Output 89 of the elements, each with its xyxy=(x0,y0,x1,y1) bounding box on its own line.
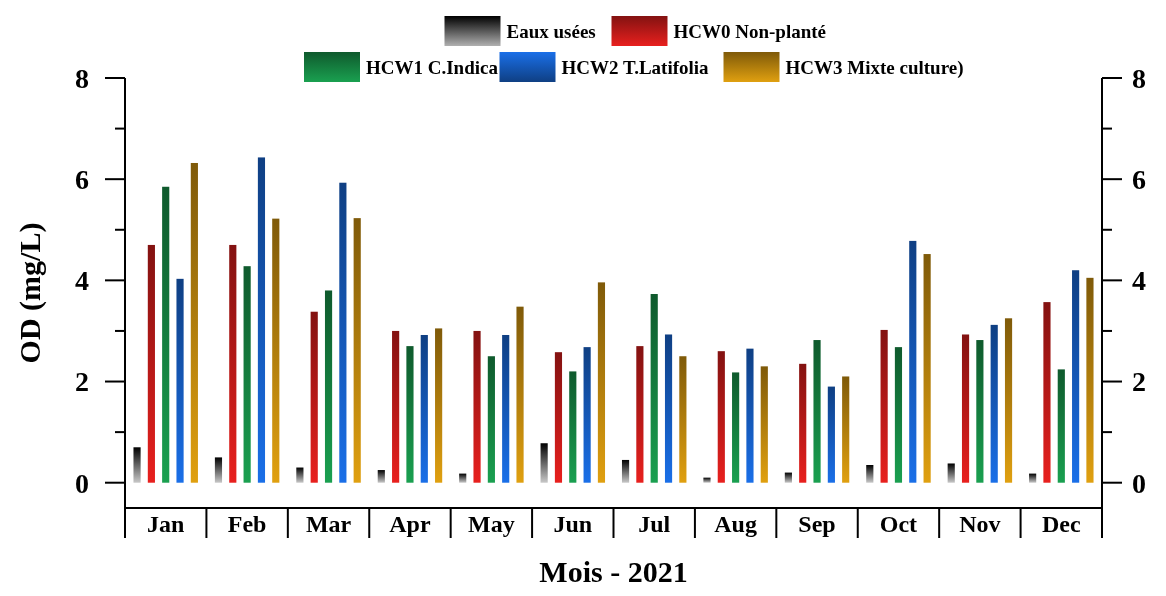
bar xyxy=(664,334,673,483)
bar xyxy=(1029,473,1037,483)
bar xyxy=(214,457,223,483)
x-tick-label: Oct xyxy=(879,511,918,537)
x-tick-label: Mar xyxy=(305,511,352,537)
bar xyxy=(1004,318,1013,483)
bar xyxy=(636,346,644,483)
bar xyxy=(1057,369,1065,483)
bar xyxy=(310,311,318,483)
bar xyxy=(406,346,414,483)
bar xyxy=(894,347,903,483)
legend-label: HCW2 T.Latifolia xyxy=(561,56,710,78)
bar xyxy=(554,352,563,483)
bar xyxy=(540,443,548,483)
x-tick-label: Jul xyxy=(638,511,671,537)
x-tick-label: Apr xyxy=(389,511,431,537)
legend-label: HCW0 Non-planté xyxy=(673,20,827,42)
bar xyxy=(827,386,835,483)
x-tick-label: Jan xyxy=(147,511,185,537)
x-tick-label: Feb xyxy=(227,511,267,537)
bar xyxy=(324,290,333,483)
bar xyxy=(176,278,184,483)
bar xyxy=(976,340,984,483)
bar xyxy=(339,182,347,483)
bar xyxy=(961,334,970,483)
bar xyxy=(435,328,443,483)
bar xyxy=(880,329,888,483)
legend-label: Eaux usées xyxy=(506,20,596,42)
bar xyxy=(392,330,400,483)
bar xyxy=(866,465,874,483)
bar xyxy=(257,157,266,483)
bar xyxy=(746,348,754,483)
bar xyxy=(473,330,481,483)
bar xyxy=(296,467,304,483)
bar xyxy=(650,294,658,483)
bar xyxy=(909,240,917,483)
y-tick-label: 0 xyxy=(75,467,89,499)
bar xyxy=(597,282,606,483)
bar xyxy=(732,372,740,483)
bar xyxy=(1086,277,1094,483)
bar xyxy=(1072,270,1080,483)
bar xyxy=(923,254,931,483)
bar xyxy=(717,351,725,483)
x-tick-label: Nov xyxy=(959,511,1001,537)
bar xyxy=(516,306,524,483)
bar xyxy=(621,459,630,483)
y-axis-title: OD (mg/L) xyxy=(13,222,47,364)
x-tick-label: Jun xyxy=(553,511,593,537)
y2-tick-label: 0 xyxy=(1132,467,1146,499)
bar xyxy=(229,244,237,483)
bar xyxy=(842,376,850,483)
bar xyxy=(133,447,141,483)
bar xyxy=(583,347,591,483)
bar xyxy=(147,244,155,483)
y-tick-label: 6 xyxy=(75,163,89,195)
bar xyxy=(990,324,998,483)
bar xyxy=(703,477,711,483)
bar xyxy=(799,363,807,483)
bar xyxy=(947,463,955,483)
x-tick-label: Aug xyxy=(714,511,757,537)
bar xyxy=(353,218,361,483)
bar xyxy=(502,334,510,483)
x-tick-label: May xyxy=(468,511,515,537)
bar xyxy=(162,186,170,483)
bar xyxy=(420,334,428,483)
bar xyxy=(784,472,792,483)
x-tick-label: Dec xyxy=(1041,511,1081,537)
x-tick-label: Sep xyxy=(798,511,836,537)
y2-tick-label: 8 xyxy=(1132,62,1146,94)
y-tick-label: 4 xyxy=(75,265,89,297)
y2-tick-label: 4 xyxy=(1132,265,1146,297)
bar xyxy=(813,340,821,483)
bar xyxy=(243,266,251,483)
y-tick-label: 8 xyxy=(75,62,89,94)
bar xyxy=(272,218,280,483)
bar xyxy=(679,356,687,483)
bar xyxy=(487,356,495,483)
legend-label: HCW1 C.Indica xyxy=(366,56,499,78)
bar xyxy=(569,371,577,483)
y2-tick-label: 6 xyxy=(1132,163,1146,195)
bar xyxy=(760,366,768,483)
y-tick-label: 2 xyxy=(75,366,89,398)
y2-tick-label: 2 xyxy=(1132,366,1146,398)
bar xyxy=(377,470,385,483)
x-axis-title: Mois - 2021 xyxy=(539,555,688,588)
legend-label: HCW3 Mixte culture) xyxy=(785,56,964,79)
bar xyxy=(459,473,467,483)
bar xyxy=(190,162,198,483)
bar xyxy=(1043,302,1051,483)
